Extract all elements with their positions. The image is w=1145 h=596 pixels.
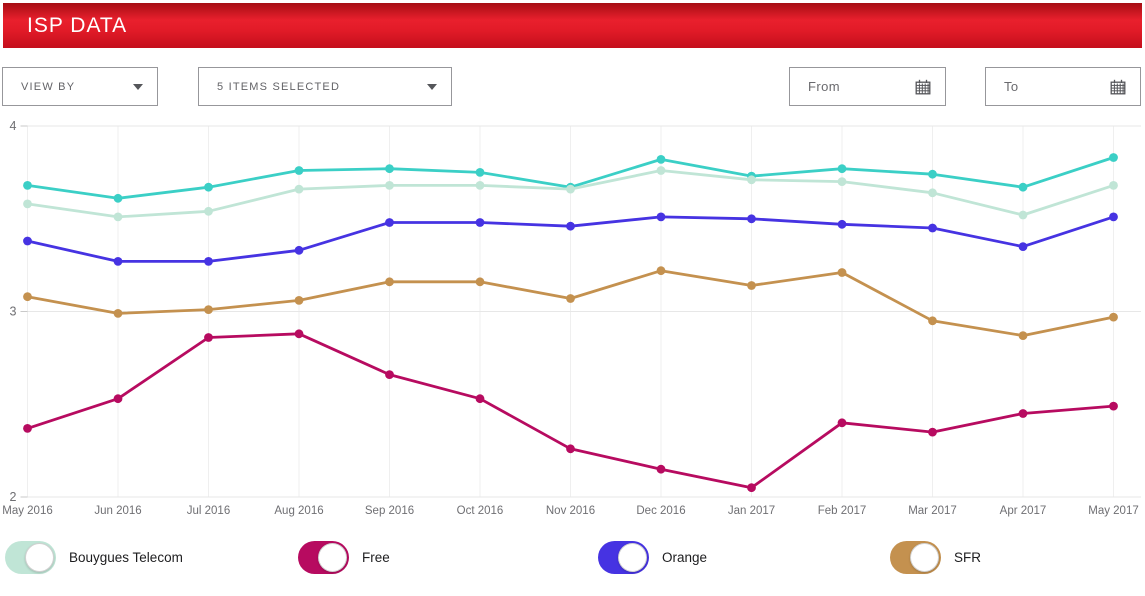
svg-text:Mar 2017: Mar 2017 xyxy=(908,505,957,517)
svg-text:4: 4 xyxy=(10,119,17,133)
page-title: ISP DATA xyxy=(27,13,128,37)
svg-text:Dec 2016: Dec 2016 xyxy=(636,505,685,517)
view-by-dropdown[interactable]: VIEW BY xyxy=(2,67,158,106)
toggle-knob xyxy=(318,543,347,572)
controls-row: VIEW BY 5 ITEMS SELECTED From xyxy=(0,48,1145,106)
legend-toggle-sfr[interactable] xyxy=(890,541,941,574)
legend-item-sfr: SFR xyxy=(890,541,1145,574)
legend: Bouygues Telecom Free Orange SFR xyxy=(0,519,1145,574)
legend-item-bouygues-telecom: Bouygues Telecom xyxy=(5,541,298,574)
date-from-placeholder: From xyxy=(808,79,840,94)
items-selected-label: 5 ITEMS SELECTED xyxy=(217,80,341,93)
legend-toggle-orange[interactable] xyxy=(598,541,649,574)
date-from-field[interactable]: From xyxy=(789,67,946,106)
svg-text:Sep 2016: Sep 2016 xyxy=(365,505,414,517)
legend-label-orange: Orange xyxy=(662,550,708,565)
svg-text:Feb 2017: Feb 2017 xyxy=(818,505,867,517)
svg-text:Oct 2016: Oct 2016 xyxy=(457,505,504,517)
svg-text:May 2017: May 2017 xyxy=(1088,505,1139,517)
date-to-field[interactable]: To xyxy=(985,67,1141,106)
legend-item-free: Free xyxy=(298,541,598,574)
chevron-down-icon xyxy=(133,83,143,90)
svg-text:Aug 2016: Aug 2016 xyxy=(274,505,323,517)
date-to-placeholder: To xyxy=(1004,79,1019,94)
svg-text:May 2016: May 2016 xyxy=(2,505,53,517)
header: ISP DATA xyxy=(3,3,1142,48)
legend-item-orange: Orange xyxy=(598,541,890,574)
view-by-label: VIEW BY xyxy=(21,80,76,93)
toggle-knob xyxy=(618,543,647,572)
calendar-icon xyxy=(1110,79,1126,94)
chevron-down-icon xyxy=(427,83,437,90)
toggle-knob xyxy=(910,543,939,572)
legend-label-sfr: SFR xyxy=(954,550,981,565)
svg-text:Apr 2017: Apr 2017 xyxy=(1000,505,1047,517)
svg-text:Jan 2017: Jan 2017 xyxy=(728,505,775,517)
items-selected-dropdown[interactable]: 5 ITEMS SELECTED xyxy=(198,67,452,106)
calendar-icon xyxy=(915,79,931,94)
legend-toggle-bouygues-telecom[interactable] xyxy=(5,541,56,574)
chart-canvas: 2 3 4 May 2016 Jun 2016 Jul 2016 Aug 2016 Sep 2… xyxy=(2,119,1141,517)
svg-text:Jul 2016: Jul 2016 xyxy=(187,505,230,517)
line-chart: 2 3 4 May 2016 Jun 2016 Jul 2016 Aug 2016 Sep 2… xyxy=(0,112,1145,519)
legend-label-free: Free xyxy=(362,550,390,565)
svg-text:Jun 2016: Jun 2016 xyxy=(94,505,141,517)
svg-text:3: 3 xyxy=(10,305,17,319)
svg-text:2: 2 xyxy=(10,490,17,504)
toggle-knob xyxy=(25,543,54,572)
legend-toggle-free[interactable] xyxy=(298,541,349,574)
svg-text:Nov 2016: Nov 2016 xyxy=(546,505,595,517)
legend-label-bouygues-telecom: Bouygues Telecom xyxy=(69,550,183,565)
